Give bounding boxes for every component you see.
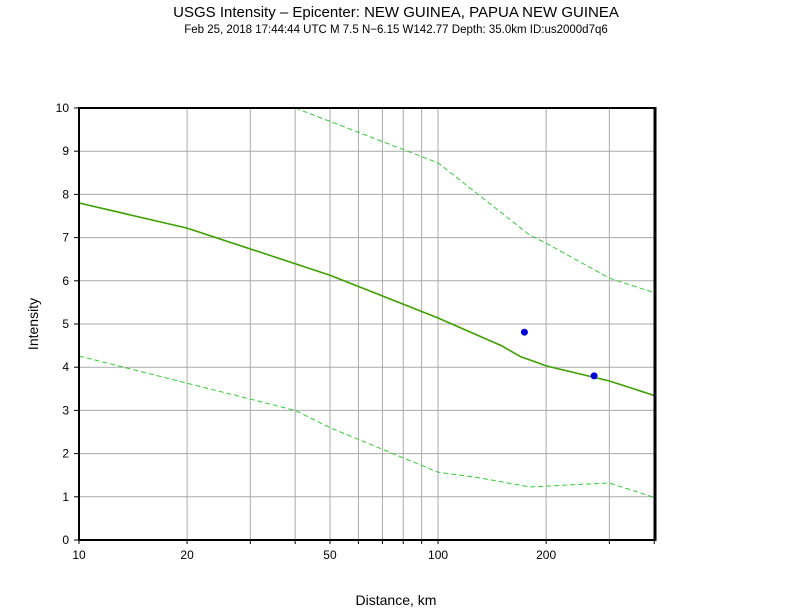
median-intensity-line — [78, 202, 656, 397]
y-tick-label: 2 — [62, 447, 69, 461]
chart-subtitle: Feb 25, 2018 17:44:44 UTC M 7.5 N−6.15 W… — [184, 24, 608, 36]
chart-title: USGS Intensity – Epicenter: NEW GUINEA, … — [173, 4, 619, 21]
data-point — [520, 328, 528, 336]
y-tick-label: 5 — [62, 317, 69, 331]
x-axis-label: Distance, km — [356, 592, 437, 608]
y-tick-label: 0 — [62, 533, 69, 547]
y-axis-label: Intensity — [25, 298, 41, 350]
x-tick-label: 20 — [180, 548, 194, 562]
y-tick-label: 8 — [62, 187, 69, 201]
y-tick-label: 7 — [62, 231, 69, 245]
y-tick-label: 4 — [62, 360, 69, 374]
data-point — [590, 372, 598, 380]
bound-dashed-line — [78, 355, 656, 499]
y-tick-label: 10 — [56, 101, 70, 115]
y-tick-label: 6 — [62, 274, 69, 288]
series — [78, 107, 656, 499]
x-tick-label: 50 — [323, 548, 337, 562]
bound-dashed-line — [295, 107, 656, 294]
y-tick-label: 3 — [62, 403, 69, 417]
y-tick-label: 1 — [62, 490, 69, 504]
x-tick-label: 100 — [428, 548, 448, 562]
grid — [78, 107, 655, 541]
x-tick-label: 10 — [72, 548, 86, 562]
y-tick-label: 9 — [62, 144, 69, 158]
ticks: 10 20 50 100 200 0 1 2 3 4 5 6 7 8 9 10 — [56, 101, 655, 562]
x-tick-label: 200 — [536, 548, 556, 562]
